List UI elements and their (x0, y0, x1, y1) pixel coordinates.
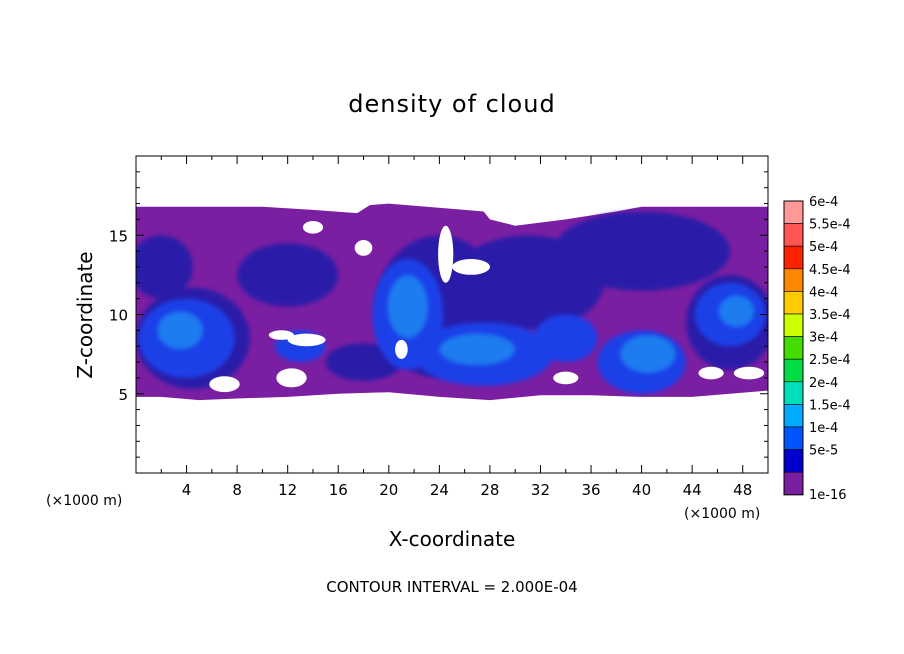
clear-air-gap (302, 221, 324, 234)
cloud-field (136, 203, 768, 401)
colorbar-label: 6e-4 (809, 195, 838, 210)
colorbar-swatch (783, 268, 804, 292)
x-tick-label: 4 (182, 481, 192, 499)
colorbar-label: 1.5e-4 (809, 398, 851, 413)
x-tick-label: 48 (733, 481, 752, 499)
cloud-cell (237, 243, 339, 307)
colorbar-label: 5e-4 (809, 240, 838, 255)
colorbar-swatch (783, 404, 804, 428)
x-tick-label: 24 (430, 481, 449, 499)
colorbar-swatch (783, 313, 804, 337)
clear-air-gap (438, 225, 454, 283)
colorbar-label: 5.5e-4 (809, 218, 851, 233)
x-tick-label: 44 (683, 481, 702, 499)
contour-interval-label: CONTOUR INTERVAL = 2.000E-04 (326, 578, 577, 596)
cloud-cell (534, 314, 598, 363)
colorbar-label: 5e-5 (809, 444, 838, 459)
colorbar-swatch (783, 426, 804, 450)
x-tick-label: 8 (232, 481, 242, 499)
colorbar-label: 3e-4 (809, 331, 838, 346)
cloud-level-1.5e-4 (157, 274, 755, 374)
clear-air-gap (395, 339, 408, 359)
colorbar-frame (783, 200, 804, 496)
cloud-cell (620, 335, 676, 374)
cloud-cell (718, 295, 755, 328)
colorbar-swatch (783, 245, 804, 270)
x-axis-unit-label-right: (×1000 m) (684, 506, 760, 522)
colorbar-label: 4.5e-4 (809, 263, 851, 278)
colorbar-label: 2.5e-4 (809, 353, 851, 368)
cloud-cell (136, 235, 193, 299)
clear-air-gap (209, 376, 240, 393)
colorbar-swatch (783, 358, 804, 383)
x-tick-label: 40 (632, 481, 651, 499)
colorbar-swatch (783, 381, 804, 405)
x-tick-label: 16 (329, 481, 348, 499)
colorbar-label: 3.5e-4 (809, 308, 851, 323)
colorbar: 6e-4 5.5e-4 5e-4 4.5e-4 4e-4 3.5e-4 3e-4 2.5e-4… (783, 195, 851, 503)
x-axis-title: X-coordinate (389, 527, 516, 551)
y-tick-label: 15 (109, 227, 128, 245)
x-axis: 4 8 12 16 20 24 28 32 36 40 44 48 (160, 156, 752, 499)
plot-area (135, 155, 769, 474)
x-axis-unit-label-left: (×1000 m) (46, 493, 122, 509)
y-axis: 5 10 15 (109, 171, 768, 458)
colorbar-swatch (783, 200, 804, 224)
x-tick-label: 20 (379, 481, 398, 499)
x-tick-label: 36 (581, 481, 600, 499)
clear-air-gap (733, 366, 765, 380)
chart-title: density of cloud (348, 90, 555, 118)
colorbar-swatch (783, 336, 804, 360)
cloud-cell (157, 311, 203, 350)
cloud-cell (553, 211, 731, 291)
clear-air-gap (452, 259, 490, 275)
x-tick-label: 32 (531, 481, 550, 499)
x-tick-label: 28 (480, 481, 499, 499)
cloud-cell (387, 274, 428, 339)
cloud-cell (439, 333, 516, 366)
colorbar-label: 2e-4 (809, 376, 838, 391)
y-tick-label: 5 (118, 386, 128, 404)
clear-air-gap (276, 368, 307, 388)
colorbar-swatch (783, 223, 804, 247)
colorbar-swatch (783, 449, 804, 473)
colorbar-swatch (783, 471, 804, 496)
clear-air-gap (553, 371, 579, 385)
colorbar-label: 4e-4 (809, 285, 838, 300)
clear-air-gap (268, 330, 294, 340)
colorbar-label: 1e-4 (809, 421, 838, 436)
clear-air-gap (698, 366, 724, 380)
colorbar-swatch (783, 291, 804, 315)
clear-air-gap (354, 240, 373, 256)
x-tick-label: 12 (278, 481, 297, 499)
y-axis-title: Z-coordinate (73, 251, 97, 378)
colorbar-label: 1e-16 (809, 488, 847, 503)
clear-air-gap (287, 333, 326, 347)
y-tick-label: 10 (109, 307, 128, 325)
